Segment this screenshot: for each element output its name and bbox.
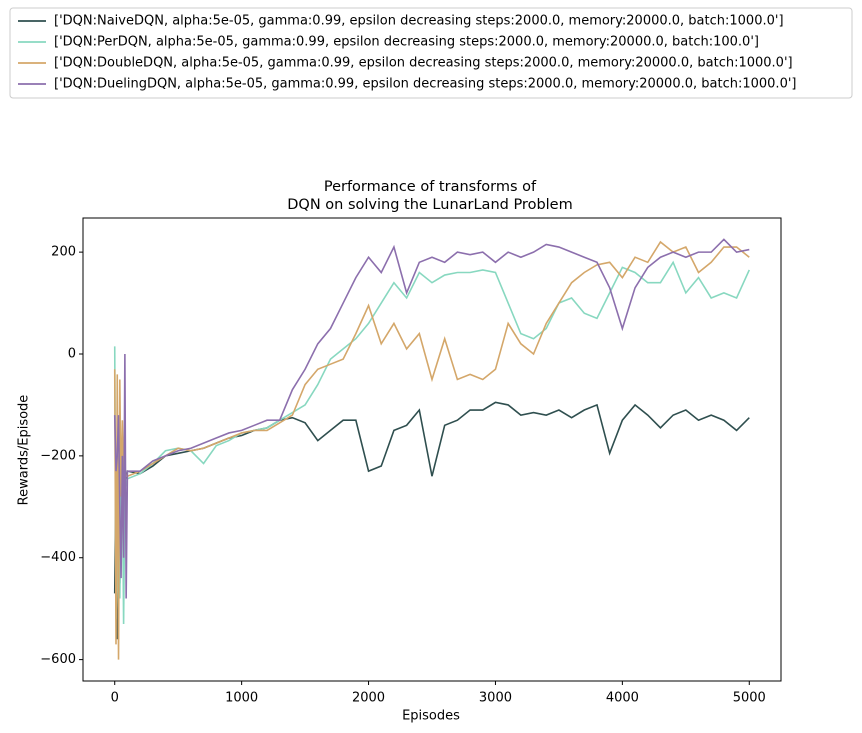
- x-tick-label: 4000: [606, 691, 639, 706]
- y-tick-label: 0: [68, 346, 76, 361]
- x-tick-label: 5000: [733, 691, 766, 706]
- series-line: [113, 238, 750, 599]
- series-line: [113, 260, 750, 624]
- series-line: [113, 401, 750, 640]
- y-tick-label: −600: [40, 652, 76, 667]
- legend-label: ['DQN:NaiveDQN, alpha:5e-05, gamma:0.99,…: [54, 14, 784, 29]
- plot-frame: [82, 217, 782, 682]
- y-tick-label: 200: [51, 245, 76, 260]
- x-tick-label: 2000: [352, 691, 385, 706]
- series-line: [113, 240, 750, 660]
- y-tick-label: −200: [40, 448, 76, 463]
- x-tick-label: 3000: [479, 691, 512, 706]
- chart-title: Performance of transforms of: [324, 179, 537, 195]
- legend-box: [9, 7, 853, 99]
- y-tick-label: −400: [40, 550, 76, 565]
- y-axis-label: Rewards/Episode: [17, 395, 32, 506]
- legend: ['DQN:NaiveDQN, alpha:5e-05, gamma:0.99,…: [9, 7, 853, 99]
- legend-label: ['DQN:PerDQN, alpha:5e-05, gamma:0.99, e…: [54, 35, 759, 50]
- x-axis-label: Episodes: [402, 709, 460, 724]
- legend-label: ['DQN:DuelingDQN, alpha:5e-05, gamma:0.9…: [54, 77, 797, 92]
- chart-title: DQN on solving the LunarLand Problem: [287, 197, 572, 213]
- legend-label: ['DQN:DoubleDQN, alpha:5e-05, gamma:0.99…: [54, 56, 793, 71]
- x-tick-label: 1000: [225, 691, 258, 706]
- x-tick-label: 0: [111, 691, 119, 706]
